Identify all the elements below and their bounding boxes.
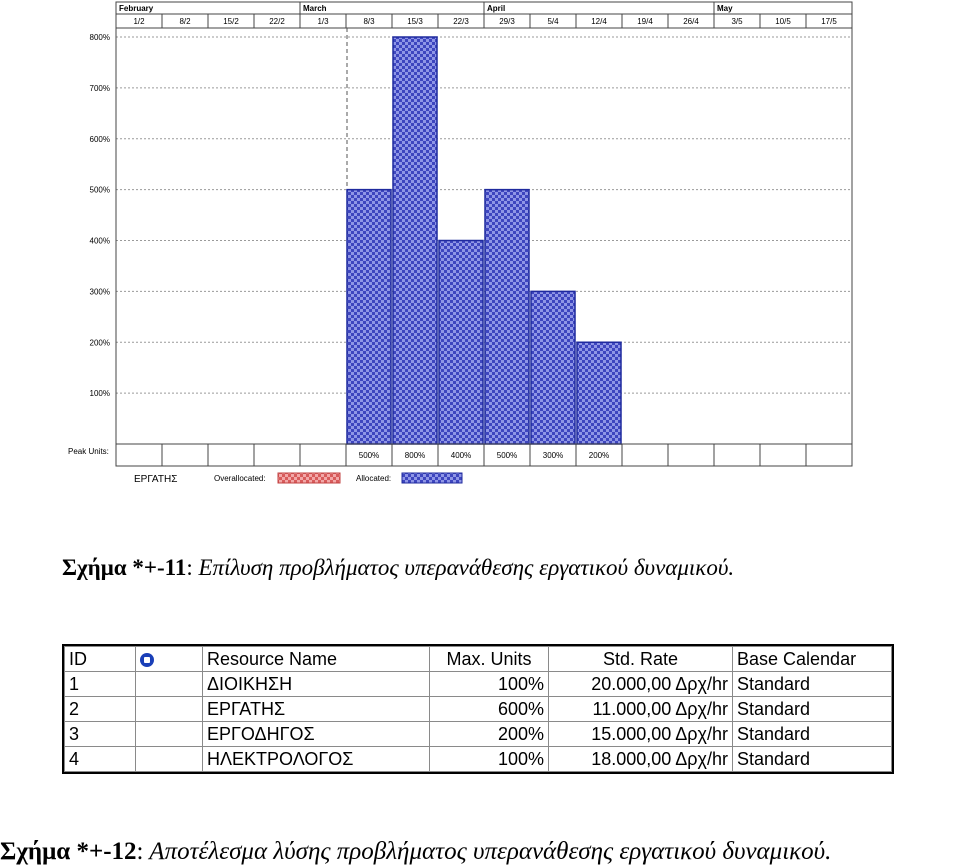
- peak-value: 800%: [405, 451, 425, 460]
- cell-base-calendar[interactable]: Standard: [732, 696, 892, 722]
- bar: [392, 36, 438, 445]
- figure-12-text: Αποτέλεσμα λύσης προβλήματος υπερανάθεση…: [143, 838, 832, 865]
- cell-resource-name[interactable]: ΕΡΓΑΤΗΣ: [202, 696, 430, 722]
- plot-frame: [115, 27, 853, 467]
- cell-resource-name[interactable]: ΕΡΓΟΔΗΓΟΣ: [202, 721, 430, 747]
- col-header-std-rate[interactable]: Std. Rate: [548, 646, 733, 672]
- figure-11-text: Επίλυση προβλήματος υπερανάθεσης εργατικ…: [192, 555, 735, 580]
- y-tick-label: 600%: [90, 135, 110, 144]
- legend-allocated-swatch: [401, 472, 463, 484]
- date-label: 15/3: [407, 17, 423, 26]
- y-tick-label: 800%: [90, 33, 110, 42]
- bar: [438, 239, 484, 445]
- month-label: February: [119, 4, 154, 13]
- cell-std-rate[interactable]: 18.000,00 Δρχ/hr: [548, 746, 733, 772]
- cell-base-calendar[interactable]: Standard: [732, 721, 892, 747]
- date-label: 10/5: [775, 17, 791, 26]
- date-label: 1/2: [133, 17, 145, 26]
- bar: [346, 188, 392, 445]
- cell-std-rate[interactable]: 11.000,00 Δρχ/hr: [548, 696, 733, 722]
- cell-indicator[interactable]: [135, 671, 203, 697]
- bar: [484, 188, 530, 445]
- date-label: 3/5: [731, 17, 743, 26]
- cell-max-units[interactable]: 100%: [429, 746, 549, 772]
- bar: [530, 290, 576, 445]
- y-axis-ticks: 800% 700% 600% 500% 400% 300% 200% 100%: [90, 33, 110, 398]
- cell-base-calendar[interactable]: Standard: [732, 671, 892, 697]
- col-header-id[interactable]: ID: [64, 646, 136, 672]
- date-label: 8/3: [363, 17, 375, 26]
- legend: ΕΡΓΑΤΗΣ Overallocated: Allocated:: [134, 472, 463, 485]
- cell-resource-name[interactable]: ΗΛΕΚΤΡΟΛΟΓΟΣ: [202, 746, 430, 772]
- legend-allocated-label: Allocated:: [356, 474, 391, 483]
- table-row[interactable]: 4 ΗΛΕΚΤΡΟΛΟΓΟΣ 100% 18.000,00 Δρχ/hr Sta…: [64, 746, 892, 772]
- y-tick-label: 300%: [90, 287, 110, 296]
- date-label: 12/4: [591, 17, 607, 26]
- cell-id[interactable]: 1: [64, 671, 136, 697]
- peak-value: 500%: [359, 451, 379, 460]
- table-row[interactable]: 1 ΔΙΟΙΚΗΣΗ 100% 20.000,00 Δρχ/hr Standar…: [64, 671, 892, 697]
- month-label: May: [717, 4, 733, 13]
- cell-max-units[interactable]: 200%: [429, 721, 549, 747]
- y-tick-label: 500%: [90, 186, 110, 195]
- y-tick-label: 200%: [90, 338, 110, 347]
- col-header-base-calendar[interactable]: Base Calendar: [732, 646, 892, 672]
- cell-indicator[interactable]: [135, 721, 203, 747]
- date-label: 17/5: [821, 17, 837, 26]
- cell-id[interactable]: 3: [64, 721, 136, 747]
- month-label: March: [303, 4, 327, 13]
- date-label: 29/3: [499, 17, 515, 26]
- bar: [576, 341, 622, 445]
- cell-std-rate[interactable]: 15.000,00 Δρχ/hr: [548, 721, 733, 747]
- resource-label: ΕΡΓΑΤΗΣ: [134, 474, 177, 485]
- peak-value: 500%: [497, 451, 517, 460]
- legend-overallocated-swatch: [277, 472, 341, 484]
- date-label: 19/4: [637, 17, 653, 26]
- cell-resource-name[interactable]: ΔΙΟΙΚΗΣΗ: [202, 671, 430, 697]
- info-icon: [140, 652, 154, 667]
- cell-std-rate[interactable]: 20.000,00 Δρχ/hr: [548, 671, 733, 697]
- date-label: 22/3: [453, 17, 469, 26]
- date-label: 5/4: [547, 17, 559, 26]
- resource-graph: February March April May 1/2 8/2 15/2 22/2 1/3 8/…: [68, 1, 853, 485]
- date-label: 26/4: [683, 17, 699, 26]
- figure-12-separator: :: [136, 838, 144, 865]
- cell-indicator[interactable]: [135, 696, 203, 722]
- col-header-max-units[interactable]: Max. Units: [429, 646, 549, 672]
- cell-base-calendar[interactable]: Standard: [732, 746, 892, 772]
- cell-id[interactable]: 4: [64, 746, 136, 772]
- cell-max-units[interactable]: 100%: [429, 671, 549, 697]
- table-row[interactable]: 3 ΕΡΓΟΔΗΓΟΣ 200% 15.000,00 Δρχ/hr Standa…: [64, 721, 892, 747]
- peak-units-label: Peak Units:: [68, 447, 109, 456]
- col-header-indicators[interactable]: [135, 646, 203, 672]
- figure-11-label: Σχήμα *+-11: [62, 555, 187, 580]
- figure-12-label: Σχήμα *+-12: [0, 838, 137, 865]
- cell-id[interactable]: 2: [64, 696, 136, 722]
- date-label: 15/2: [223, 17, 239, 26]
- date-label: 1/3: [317, 17, 329, 26]
- peak-value: 400%: [451, 451, 471, 460]
- col-header-resource-name[interactable]: Resource Name: [202, 646, 430, 672]
- peak-value: 200%: [589, 451, 609, 460]
- table-header-row: ID Resource Name Max. Units Std. Rate Ba…: [64, 646, 892, 672]
- resource-sheet-table: ID Resource Name Max. Units Std. Rate Ba…: [62, 644, 894, 774]
- figure-11-separator: :: [186, 555, 193, 580]
- figure-12-caption: Σχήμα *+-12: Αποτέλεσμα λύσης προβλήματο…: [0, 838, 960, 866]
- month-label: April: [487, 4, 505, 13]
- y-tick-label: 100%: [90, 389, 110, 398]
- y-tick-label: 400%: [90, 237, 110, 246]
- grid-lines: [115, 27, 853, 467]
- y-tick-label: 700%: [90, 84, 110, 93]
- date-label: 22/2: [269, 17, 285, 26]
- date-label: 8/2: [179, 17, 191, 26]
- cell-indicator[interactable]: [135, 746, 203, 772]
- peak-units-row: Peak Units: 500% 800% 400% 500% 300% 200%: [68, 443, 852, 466]
- legend-overallocated-label: Overallocated:: [214, 474, 266, 483]
- figure-11-caption: Σχήμα *+-11: Επίλυση προβλήματος υπερανά…: [62, 555, 960, 581]
- cell-max-units[interactable]: 600%: [429, 696, 549, 722]
- table-row[interactable]: 2 ΕΡΓΑΤΗΣ 600% 11.000,00 Δρχ/hr Standard: [64, 696, 892, 722]
- peak-value: 300%: [543, 451, 563, 460]
- timescale-header: February March April May 1/2 8/2 15/2 22/2 1/3 8/…: [115, 1, 853, 29]
